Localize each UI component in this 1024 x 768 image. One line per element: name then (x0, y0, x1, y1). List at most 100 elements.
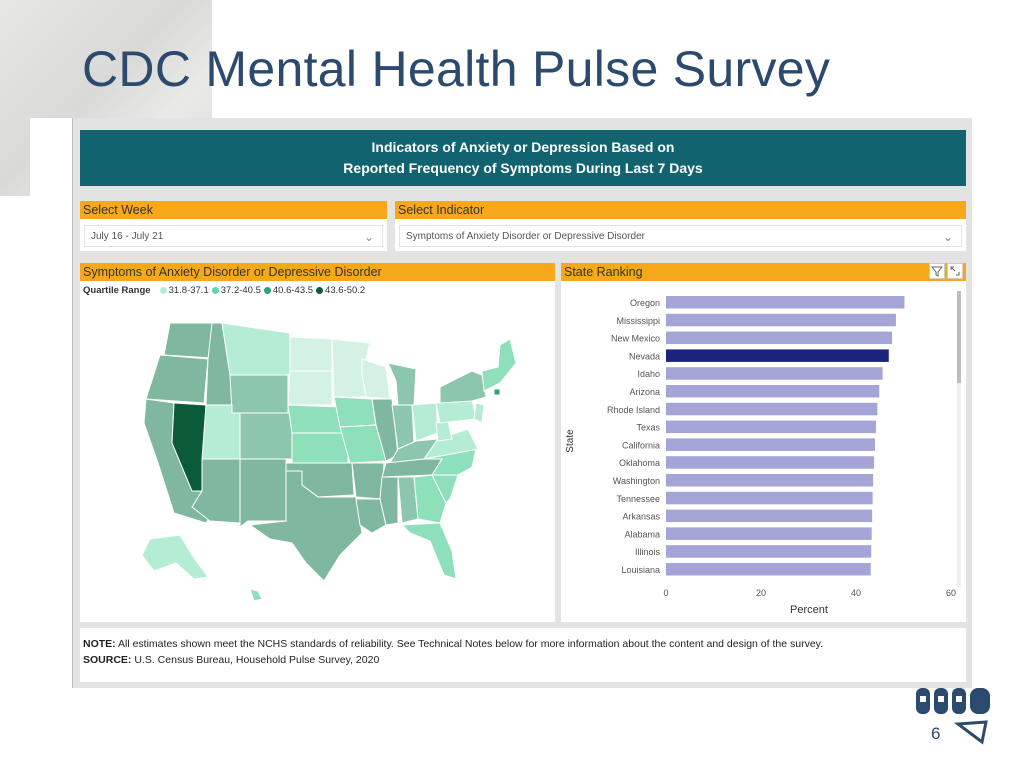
indicator-filter-label: Select Indicator (395, 201, 966, 219)
source-text: U.S. Census Bureau, Household Pulse Surv… (131, 654, 380, 666)
state-label: Louisiana (621, 565, 660, 575)
state-colorado[interactable] (239, 412, 293, 460)
x-tick-label: 0 (663, 588, 668, 598)
scrollbar-track[interactable] (957, 291, 961, 587)
bar-oregon[interactable] (666, 296, 905, 309)
indicator-select[interactable]: Symptoms of Anxiety Disorder or Depressi… (399, 225, 962, 247)
state-label: Oregon (630, 298, 660, 308)
state-label: Illinois (635, 547, 661, 557)
state-montana[interactable] (221, 322, 291, 376)
state-illinois[interactable] (371, 398, 399, 462)
state-arkansas[interactable] (351, 462, 385, 500)
legend-label: 43.6-50.2 (325, 285, 366, 296)
bar-illinois[interactable] (666, 545, 872, 558)
bar-new-mexico[interactable] (666, 331, 893, 345)
week-select[interactable]: July 16 - July 21 ⌄ (84, 225, 383, 247)
legend-label: 40.6-43.5 (272, 285, 314, 296)
indicator-select-value: Symptoms of Anxiety Disorder or Depressi… (406, 231, 645, 242)
bar-oklahoma[interactable] (666, 456, 875, 469)
note-text: All estimates shown meet the NCHS standa… (115, 638, 824, 650)
filter-icon[interactable] (929, 263, 945, 279)
bar-texas[interactable] (666, 420, 876, 434)
bar-arizona[interactable] (666, 385, 880, 398)
slide-title: CDC Mental Health Pulse Survey (82, 41, 831, 97)
scrollbar-thumb[interactable] (957, 291, 961, 383)
chevron-down-icon[interactable]: ⌄ (363, 230, 374, 244)
us-map[interactable] (80, 263, 555, 622)
legend-swatch (316, 286, 324, 294)
state-hawaii[interactable] (249, 588, 263, 602)
legend-title: Quartile Range (83, 285, 151, 296)
x-tick-label: 40 (851, 588, 861, 598)
week-select-value: July 16 - July 21 (91, 231, 164, 242)
bar-rhode-island[interactable] (666, 402, 878, 416)
x-tick-label: 60 (946, 588, 956, 598)
state-ranking-chart: Oregon Mississippi New Mexico Nevada Idaho Ar… (565, 291, 961, 616)
source-line: SOURCE: U.S. Census Bureau, Household Pu… (83, 652, 966, 668)
dashboard-left-margin (30, 118, 72, 688)
ranking-panel: State Ranking Oregon Mississippi New Mexic… (561, 263, 966, 622)
state-north-dakota[interactable] (289, 336, 333, 372)
state-nevada[interactable] (171, 402, 207, 492)
map-panel: Symptoms of Anxiety Disorder or Depressi… (80, 263, 555, 622)
state-alaska[interactable] (141, 534, 209, 580)
state-washington[interactable] (163, 322, 213, 359)
bar-louisiana[interactable] (666, 563, 871, 576)
banner-line-1: Indicators of Anxiety or Depression Base… (371, 139, 675, 155)
bar-mississippi[interactable] (666, 313, 896, 327)
state-label: Tennessee (616, 494, 660, 504)
bar-arkansas[interactable] (666, 509, 873, 523)
state-label: California (622, 440, 660, 450)
state-label: Washington (613, 476, 660, 486)
state-label: New Mexico (611, 334, 660, 344)
bar-alabama[interactable] (666, 527, 872, 540)
state-label: Alabama (624, 529, 660, 539)
state-wisconsin[interactable] (361, 358, 391, 400)
week-filter-label: Select Week (80, 201, 387, 219)
state-iowa[interactable] (333, 396, 377, 428)
hhs-logo (916, 688, 990, 745)
legend-label: 31.8-37.1 (168, 285, 209, 296)
state-label: Rhode Island (607, 405, 660, 415)
expand-icon[interactable] (947, 263, 963, 279)
bar-nevada[interactable] (666, 349, 889, 362)
x-axis-label: Percent (790, 604, 828, 616)
bar-idaho[interactable] (666, 367, 883, 380)
state-west-virginia[interactable] (435, 420, 453, 442)
bar-tennessee[interactable] (666, 491, 873, 505)
dashboard-banner: Indicators of Anxiety or Depression Base… (80, 130, 966, 186)
legend-label: 37.2-40.5 (220, 285, 261, 296)
bar-california[interactable] (666, 438, 875, 451)
state-south-dakota[interactable] (287, 370, 333, 406)
notes-box: NOTE: All estimates shown meet the NCHS … (80, 628, 966, 682)
state-ohio[interactable] (411, 402, 439, 442)
state-label: Nevada (629, 351, 660, 361)
state-oregon[interactable] (145, 354, 209, 404)
banner-line-2: Reported Frequency of Symptoms During La… (343, 160, 703, 176)
state-texas[interactable] (248, 470, 363, 582)
state-new-jersey[interactable] (473, 402, 485, 424)
source-label: SOURCE: (83, 654, 132, 666)
x-tick-label: 20 (756, 588, 766, 598)
state-virginia[interactable] (422, 428, 479, 460)
state-rhode-island[interactable] (493, 388, 501, 396)
bar-washington[interactable] (666, 474, 874, 487)
legend-swatch (159, 286, 167, 294)
state-utah[interactable] (201, 404, 241, 460)
state-louisiana[interactable] (355, 498, 387, 534)
chevron-down-icon[interactable]: ⌄ (942, 230, 953, 244)
note-line: NOTE: All estimates shown meet the NCHS … (83, 636, 966, 652)
state-label: Oklahoma (619, 458, 660, 468)
y-axis-label: State (565, 429, 576, 453)
state-label: Arizona (629, 387, 660, 397)
state-florida[interactable] (400, 522, 457, 580)
state-label: Arkansas (622, 512, 660, 522)
state-kansas[interactable] (291, 432, 349, 464)
state-new-york[interactable] (439, 370, 487, 404)
state-label: Texas (636, 423, 660, 433)
page-number: 6 (931, 724, 941, 743)
state-new-mexico[interactable] (239, 458, 287, 528)
state-mississippi[interactable] (379, 476, 399, 526)
state-wyoming[interactable] (229, 374, 289, 414)
state-new-england[interactable] (481, 338, 517, 392)
